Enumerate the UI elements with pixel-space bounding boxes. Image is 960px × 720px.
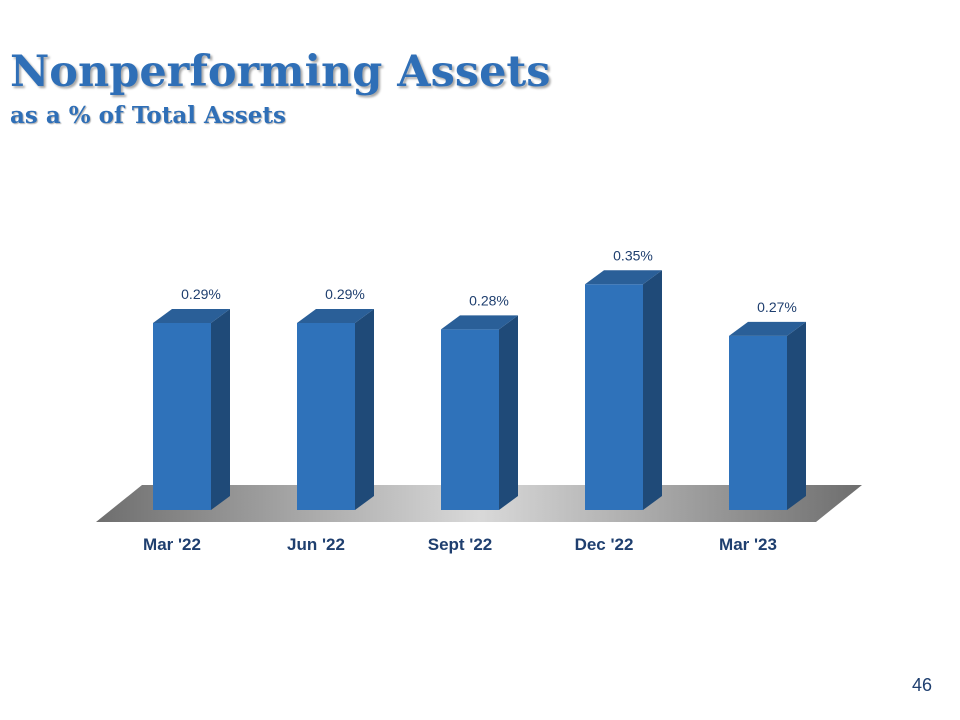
bar bbox=[297, 308, 374, 510]
bar-side bbox=[211, 308, 230, 510]
data-label: 0.27% bbox=[757, 299, 797, 315]
bar-top bbox=[585, 270, 662, 285]
x-tick-label: Jun '22 bbox=[287, 535, 345, 554]
data-label: 0.29% bbox=[325, 286, 365, 302]
bar-side bbox=[499, 315, 518, 510]
bar bbox=[585, 270, 662, 510]
bar-front bbox=[441, 329, 499, 510]
x-tick-label: Mar '22 bbox=[143, 535, 201, 554]
bar bbox=[441, 315, 518, 510]
bar-top bbox=[729, 321, 806, 336]
page-number: 46 bbox=[911, 675, 932, 695]
bar-front bbox=[729, 335, 787, 510]
data-labels: 0.29% 0.29% 0.28% 0.35% 0.27% bbox=[181, 247, 797, 315]
slide-subtitle: as a % of Total Assets bbox=[10, 102, 286, 129]
bar bbox=[729, 321, 806, 510]
bar-top bbox=[297, 308, 374, 323]
bar-side bbox=[787, 321, 806, 510]
bar-top bbox=[441, 315, 518, 330]
x-axis-tick-labels: Mar '22 Jun '22 Sept '22 Dec '22 Mar '23 bbox=[143, 535, 777, 554]
bar-top bbox=[153, 308, 230, 323]
data-label: 0.29% bbox=[181, 286, 221, 302]
slide-title: Nonperforming Assets bbox=[10, 47, 551, 97]
bar-front bbox=[585, 284, 643, 510]
bar-series bbox=[153, 270, 806, 510]
bar-front bbox=[297, 322, 355, 510]
x-tick-label: Dec '22 bbox=[575, 535, 634, 554]
x-tick-label: Sept '22 bbox=[428, 535, 493, 554]
bar bbox=[153, 308, 230, 510]
data-label: 0.28% bbox=[469, 292, 509, 308]
bar-front bbox=[153, 322, 211, 510]
bar-side bbox=[643, 270, 662, 510]
x-tick-label: Mar '23 bbox=[719, 535, 777, 554]
data-label: 0.35% bbox=[613, 247, 653, 263]
bar-side bbox=[355, 308, 374, 510]
